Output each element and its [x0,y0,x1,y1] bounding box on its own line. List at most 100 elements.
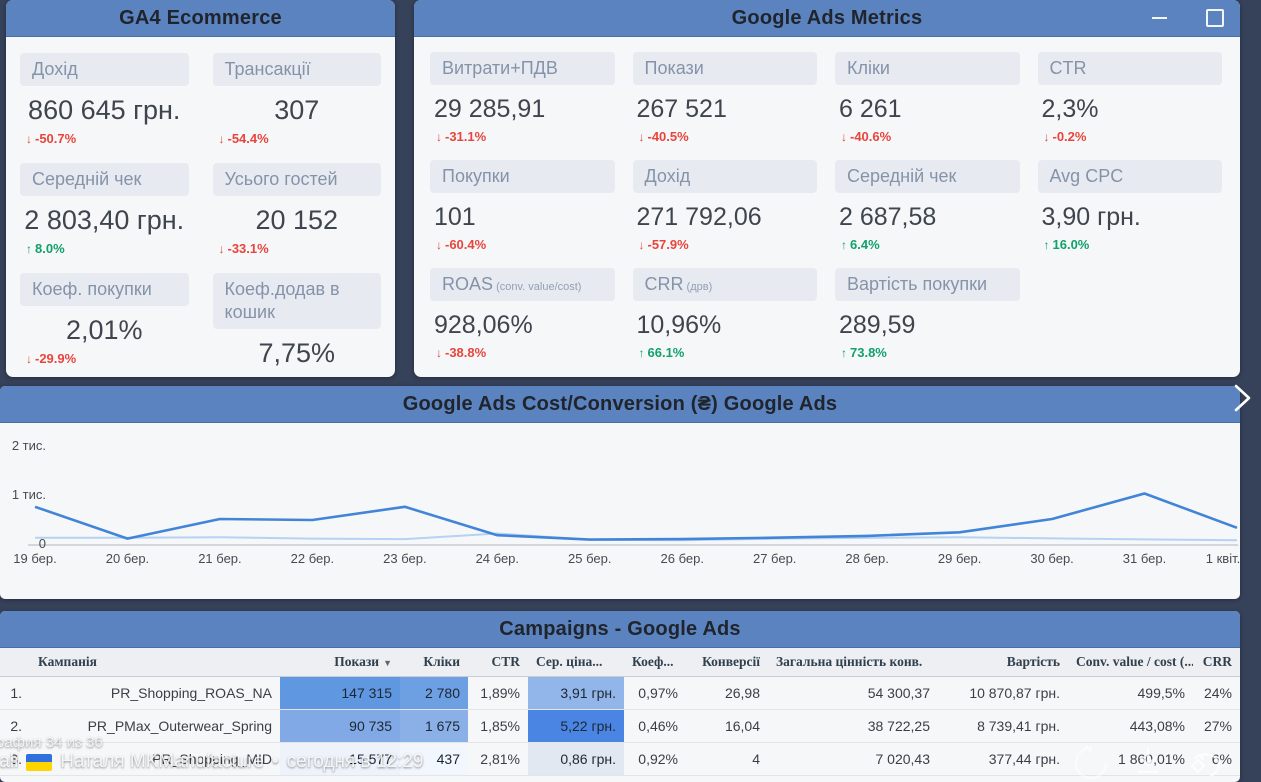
scorecard: Дохід 860 645 грн. ↓ -50.7% [20,53,189,146]
table-cell: 0,46% [624,709,686,743]
column-header[interactable]: Кампанія [30,648,280,677]
table-cell: 1 675 [400,709,468,743]
arrow-down-icon: ↓ [436,346,442,361]
column-header[interactable]: Conv. value / cost (... [1068,648,1193,677]
arrow-down-icon: ↓ [638,130,645,145]
table-cell: 38 722,25 [768,709,938,743]
metric-value: 3,90 грн. [1041,203,1141,232]
table-cell: 27% [1193,709,1240,743]
arrow-up-icon: ↑ [638,346,645,361]
arrow-down-icon: ↓ [219,375,225,377]
scorecard: Кліки 6 261 ↓ -40.6% [835,52,1020,144]
next-photo-chevron-icon[interactable] [1232,383,1254,413]
metric-delta: ↑ 8.0% [26,241,65,257]
x-axis-tick: 29 бер. [937,551,982,566]
scorecard: Витрати+ПДВ 29 285,91 ↓ -31.1% [430,52,615,144]
metric-delta: ↓ -0.2% [1043,129,1087,145]
arrow-down-icon: ↓ [218,242,225,257]
column-header[interactable]: Покази ▼ [280,648,400,677]
metric-label: Avg CPC [1037,160,1222,194]
metric-value: 289,59 [839,311,916,340]
metric-label-suffix: (conv. value/cost) [493,281,582,294]
column-header[interactable]: CRR [1193,648,1240,677]
table-cell: 0,97% [624,676,686,710]
photo-counter: рафия 34 из 36 [0,734,103,751]
table-cell: 0,92% [624,742,686,776]
rotate-left-icon[interactable] [1072,744,1110,782]
table-cell: 26,98 [686,676,768,710]
row-index: 3. [0,742,30,776]
column-header[interactable]: Сер. ціна... [528,648,624,677]
metric-value: 7,75% [258,338,336,369]
metric-delta: ↑ 73.8% [841,345,887,361]
table-cell: 443,08% [1068,709,1193,743]
metric-delta: ↓-11.3% [213,374,382,377]
scorecard: Середній чек 2 803,40 грн. ↑ 8.0% [20,163,189,256]
column-header[interactable]: Вартість [938,648,1068,677]
metric-delta: ↓ -33.1% [218,241,269,257]
metric-value: 2,3% [1041,95,1099,124]
metric-delta: ↓ -38.8% [436,345,487,361]
table-cell: 2,81% [468,742,528,776]
scorecard: Вартість покупки 289,59 ↑ 73.8% [835,268,1020,360]
table-card-header: Campaigns - Google Ads [0,611,1240,648]
scorecard: Avg CPC 3,90 грн. ↑ 16.0% [1037,160,1222,253]
rotate-right-icon[interactable] [1186,742,1226,782]
arrow-down-icon: ↓ [436,238,442,253]
metric-value: 6 261 [839,95,902,124]
scorecard: Покупки 101 ↓ -60.4% [430,160,615,252]
y-axis-tick: 1 тис. [11,487,46,502]
window-maximize-button[interactable] [1206,9,1224,27]
scorecard: CTR 2,3% ↓ -0.2% [1037,52,1222,145]
metric-label: Кліки [835,52,1020,86]
y-axis-tick: 0 [38,536,46,551]
x-axis-tick: 26 бер. [660,551,704,566]
metric-delta: ↑ 66.1% [638,345,685,361]
metric-label: Коеф.додав в кошик [212,273,381,330]
column-header[interactable]: Конверсії [686,648,768,677]
cost-conversion-line-chart[interactable]: 2 тис. 1 тис. 0 19 бер. 20 бер. 21 бер. 22 бер… [0,423,1240,599]
arrow-down-icon: ↓ [1043,130,1050,145]
metric-label: Покази [632,52,817,86]
table-cell: 16,04 [686,709,768,743]
scorecard: ROAS (conv. value/cost) 928,06% ↓ -38.8% [430,268,615,360]
column-header[interactable]: Загальна цінність конв. [768,648,938,677]
caption-name[interactable]: Наталя MKManufacture [60,751,264,772]
scorecard: CRR (дрв) 10,96% ↑ 66.1% [632,268,817,361]
column-header[interactable]: Кліки [400,648,468,677]
table-cell: 1 860,01% [1068,742,1193,776]
scorecard: Дохід 271 792,06 ↓ -57.9% [632,160,817,252]
metric-value: 29 285,91 [434,95,546,124]
metric-value: 271 792,06 [636,203,762,232]
download-icon[interactable] [1133,746,1163,778]
column-header[interactable]: Коеф... [624,648,686,677]
metric-delta: ↓ -40.6% [841,129,892,145]
x-axis-tick: 25 бер. [568,551,612,566]
caption-separator: • [272,751,279,772]
metric-delta: ↓ -54.4% [218,131,269,147]
scorecard: Коеф.додав в кошик 7,75% ↓-11.3% [212,273,382,377]
metric-value: 2,01% [65,315,143,346]
table-row: 1. PR_Shopping_ROAS_NA 147 315 2 780 1,89% 3,… [0,676,1240,710]
x-axis-tick: 1 квіт. [1205,551,1240,566]
table-cell: 1,89% [468,676,528,710]
campaigns-table-card: Campaigns - Google Ads Кампанія Покази ▼ Кл… [0,611,1240,782]
metric-label-suffix: (дрв) [683,281,713,294]
metric-value: 2 687,58 [839,203,937,232]
sort-desc-icon[interactable]: ▼ [383,658,392,668]
metric-label: Коеф. покупки [20,273,189,307]
metric-label: Середній чек [20,163,189,197]
arrow-up-icon: ↑ [1043,238,1050,253]
metric-delta: ↓ -29.9% [26,351,77,367]
column-header[interactable]: CTR [468,648,528,677]
window-minimize-button[interactable] [1152,17,1167,19]
scorecard: Усього гостей 20 152 ↓ -33.1% [212,163,381,257]
gads-card-header: Google Ads Metrics [414,0,1240,37]
arrow-up-icon: ↑ [841,346,847,361]
cost-conversion-chart-card: Google Ads Cost/Conversion (₴) Google Ad… [0,386,1240,599]
arrow-down-icon: ↓ [26,352,32,367]
gads-metrics-grid: Витрати+ПДВ 29 285,91 ↓ -31.1% Покази 267 521… [414,37,1240,360]
chart-plot-area[interactable] [0,423,1240,563]
ga4-ecommerce-card: GA4 Ecommerce Дохід 860 645 грн. ↓ -50.7% Тр… [6,0,395,377]
